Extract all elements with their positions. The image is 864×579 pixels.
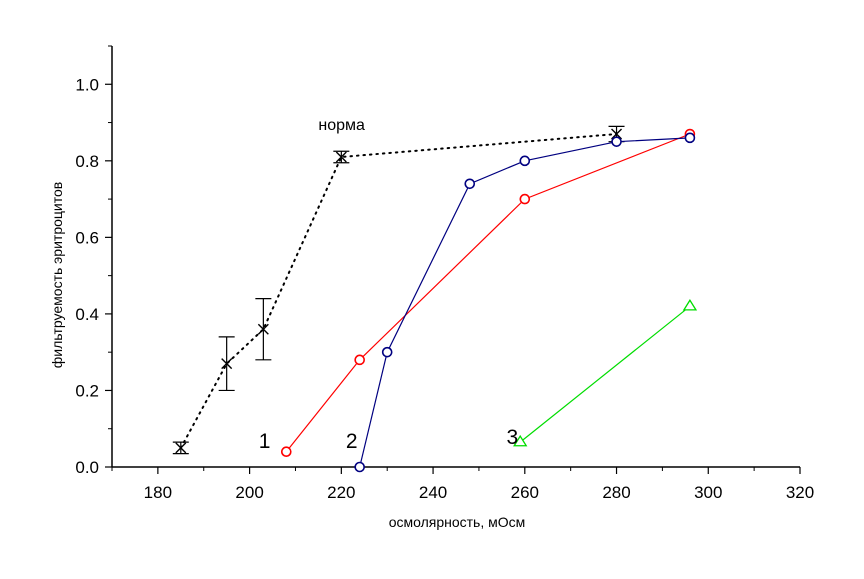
- y-tick-label: 0.2: [75, 381, 99, 400]
- data-point: [684, 132, 696, 144]
- data-point: [175, 442, 187, 454]
- annotations: норма 1 2 3: [259, 117, 518, 453]
- x-tick-label: 320: [786, 483, 814, 502]
- data-point: [682, 299, 698, 311]
- annotation-label: 1: [259, 430, 271, 453]
- y-tick-label: 0.0: [75, 458, 99, 477]
- x-tick-label: 180: [144, 483, 172, 502]
- data-point: [611, 128, 623, 140]
- x-tick-label: 220: [327, 483, 355, 502]
- series-line: [519, 305, 691, 443]
- x-tick-label: 260: [511, 483, 539, 502]
- x-tick-label: 240: [419, 483, 447, 502]
- data-point: [611, 136, 622, 147]
- data-point: [280, 446, 292, 457]
- data-point: [354, 461, 365, 473]
- annotation-label: норма: [318, 117, 365, 134]
- annotation-label: 3: [506, 426, 518, 449]
- data-point: [381, 346, 393, 358]
- data-point: [513, 434, 528, 447]
- y-tick-label: 0.6: [75, 228, 99, 247]
- data-point: [519, 193, 531, 205]
- x-tick-label: 300: [694, 483, 722, 502]
- x-tick-label: 280: [602, 483, 630, 502]
- axes: 180 200 220 240 260 280 300 320 0.0 0.2 0.4 0.6 0.8 1…: [75, 45, 814, 502]
- series-line: [179, 133, 618, 449]
- data-point: [221, 358, 233, 370]
- series-line: [359, 137, 690, 468]
- data-point: [519, 155, 531, 167]
- series-layer: [172, 125, 698, 473]
- y-tick-label: 1.0: [75, 75, 99, 94]
- series-2: [280, 128, 696, 457]
- data-point: [257, 323, 269, 335]
- y-tick-label: 0.8: [75, 152, 99, 171]
- series-3: [354, 132, 696, 473]
- series-1: [172, 125, 625, 455]
- data-point: [354, 354, 365, 366]
- data-point: [335, 151, 347, 163]
- data-point: [464, 178, 476, 190]
- x-tick-label: 200: [235, 483, 263, 502]
- y-tick-label: 0.4: [75, 305, 99, 324]
- annotation-label: 2: [346, 430, 358, 453]
- series-4: [513, 299, 698, 447]
- x-axis-title: осмолярность, мОсм: [389, 514, 526, 530]
- y-axis-title: фильтруемость эритроцитов: [49, 182, 65, 368]
- series-line: [285, 133, 691, 453]
